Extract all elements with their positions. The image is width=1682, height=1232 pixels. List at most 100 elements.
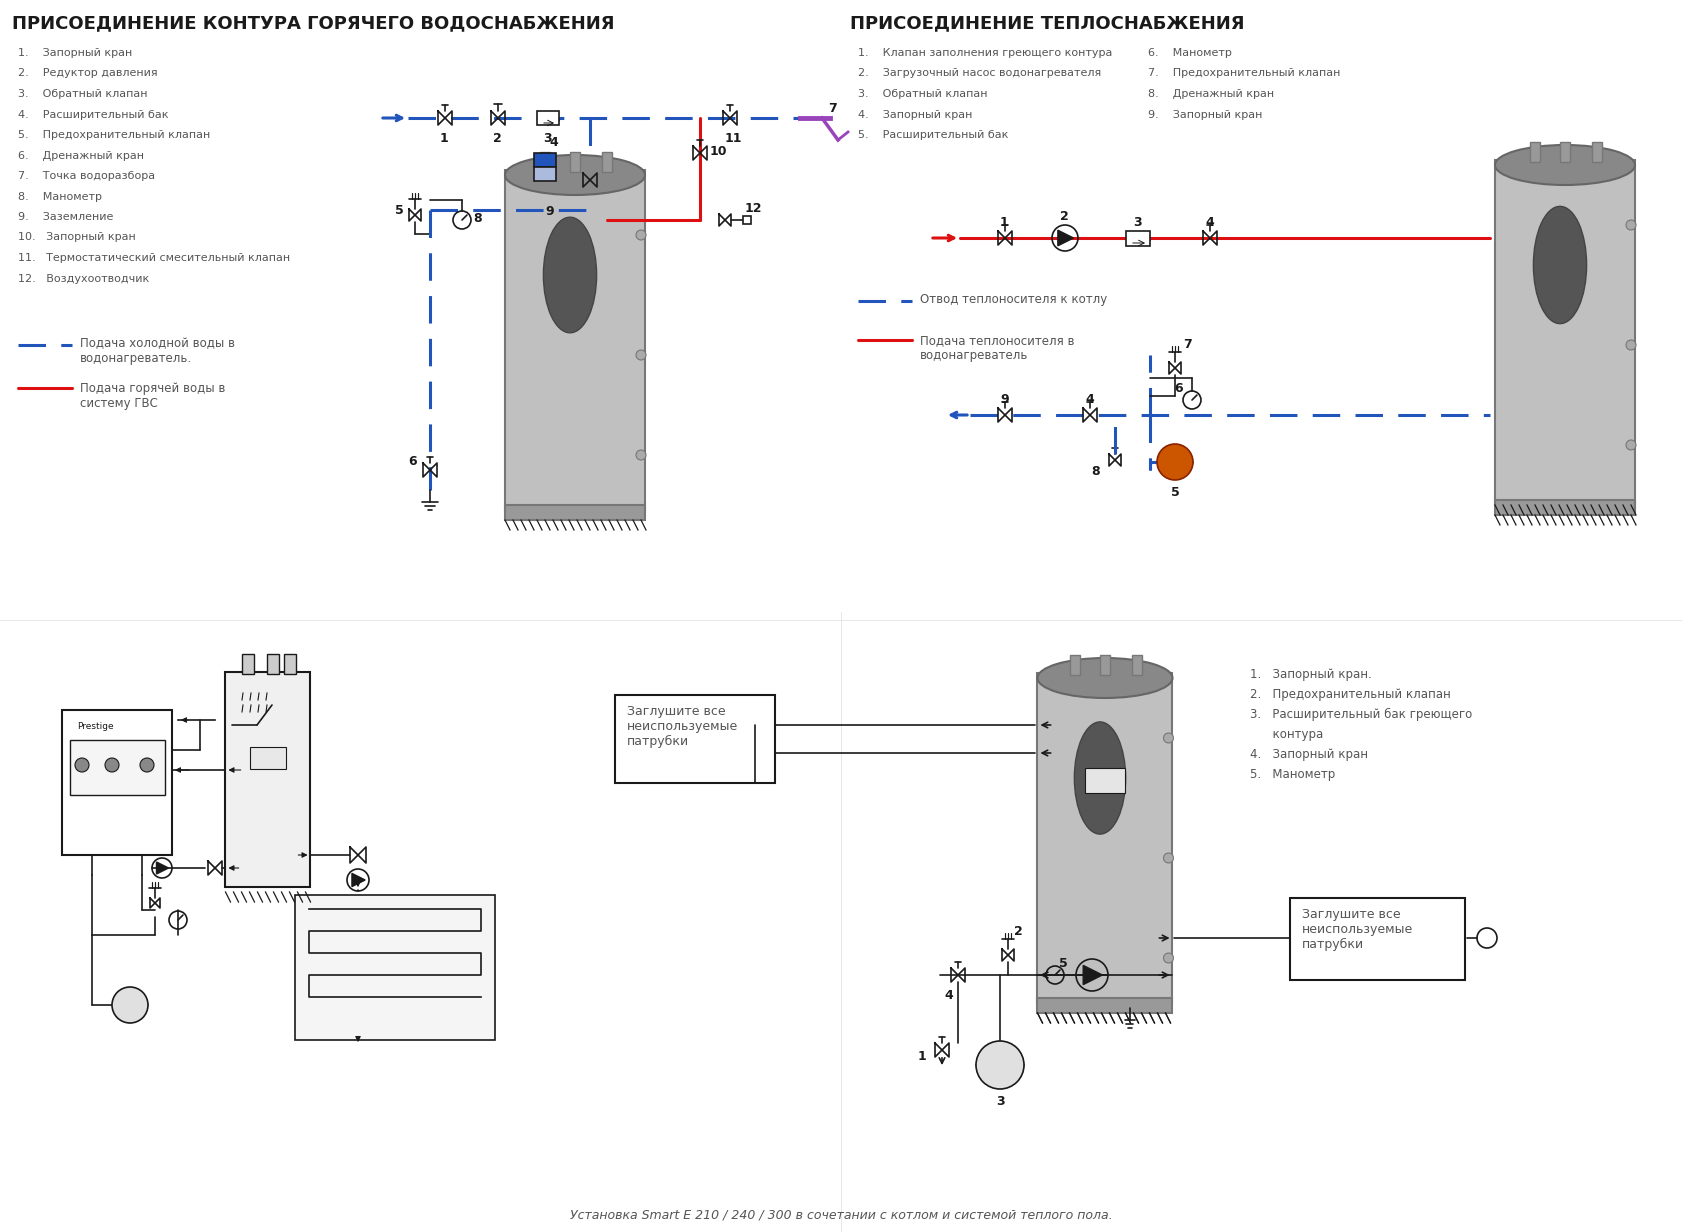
Text: 4.    Расширительный бак: 4. Расширительный бак	[19, 110, 168, 120]
Bar	[1591, 142, 1601, 161]
Ellipse shape	[543, 217, 597, 333]
Circle shape	[1164, 954, 1174, 963]
Text: 5: 5	[1060, 957, 1068, 970]
Polygon shape	[1058, 230, 1073, 246]
Text: 8.    Манометр: 8. Манометр	[19, 191, 103, 202]
Text: 4: 4	[548, 136, 558, 149]
Text: 1: 1	[1001, 216, 1009, 229]
Bar	[602, 152, 612, 172]
Bar	[743, 216, 750, 224]
Text: 3: 3	[543, 132, 552, 145]
Bar	[1100, 655, 1110, 675]
Text: Подача горячей воды в
систему ГВС: Подача горячей воды в систему ГВС	[81, 382, 225, 410]
Text: ПРИСОЕДИНЕНИЕ ТЕПЛОСНАБЖЕНИЯ: ПРИСОЕДИНЕНИЕ ТЕПЛОСНАБЖЕНИЯ	[849, 14, 1245, 32]
Circle shape	[636, 350, 646, 360]
Bar	[294, 894, 495, 1040]
Text: 2.    Загрузочный насос водонагревателя: 2. Загрузочный насос водонагревателя	[858, 69, 1102, 79]
Bar	[570, 152, 580, 172]
Text: 2: 2	[1060, 209, 1068, 223]
Text: 7.    Точка водоразбора: 7. Точка водоразбора	[19, 171, 155, 181]
Text: 8.    Дренажный кран: 8. Дренажный кран	[1149, 89, 1275, 99]
Text: 6.    Манометр: 6. Манометр	[1149, 48, 1231, 58]
Text: 4.   Запорный кран: 4. Запорный кран	[1250, 748, 1367, 761]
Text: 6: 6	[1174, 382, 1182, 395]
Text: Подача теплоносителя в
водонагреватель: Подача теплоносителя в водонагреватель	[920, 334, 1075, 362]
Text: 4.    Запорный кран: 4. Запорный кран	[858, 110, 972, 120]
Bar	[1038, 673, 1172, 1003]
Bar	[533, 168, 557, 181]
Text: 7: 7	[1182, 338, 1193, 351]
Polygon shape	[156, 862, 168, 873]
Text: Prestige: Prestige	[77, 722, 114, 731]
Text: 5.    Расширительный бак: 5. Расширительный бак	[858, 131, 1009, 140]
Text: 4: 4	[944, 989, 952, 1002]
Text: 9: 9	[545, 205, 553, 218]
Text: Подача холодной воды в
водонагреватель.: Подача холодной воды в водонагреватель.	[81, 338, 235, 365]
Polygon shape	[352, 873, 365, 887]
Text: 7.    Предохранительный клапан: 7. Предохранительный клапан	[1149, 69, 1341, 79]
Text: 3: 3	[996, 1095, 1004, 1108]
Text: 1.    Запорный кран: 1. Запорный кран	[19, 48, 133, 58]
Text: 7: 7	[828, 102, 836, 115]
Text: 5: 5	[1171, 485, 1179, 499]
Bar	[1559, 142, 1569, 161]
Text: Отвод теплоносителя к котлу: Отвод теплоносителя к котлу	[920, 293, 1107, 306]
Text: 6: 6	[409, 455, 417, 468]
Text: SMI: SMI	[1093, 772, 1108, 782]
Text: 10.   Запорный кран: 10. Запорный кран	[19, 233, 136, 243]
Text: 5: 5	[395, 205, 404, 217]
Bar	[71, 740, 165, 795]
Text: 1: 1	[918, 1050, 927, 1063]
Bar	[242, 654, 254, 674]
Circle shape	[1157, 444, 1193, 480]
Bar	[537, 111, 558, 124]
Text: 2: 2	[1014, 925, 1023, 938]
Bar	[1038, 998, 1172, 1013]
Text: 2.    Редуктор давления: 2. Редуктор давления	[19, 69, 158, 79]
Circle shape	[113, 987, 148, 1023]
Text: 12: 12	[745, 202, 762, 216]
Bar	[505, 170, 644, 510]
Text: 10: 10	[710, 145, 728, 158]
Circle shape	[1626, 221, 1637, 230]
Bar	[505, 505, 644, 520]
Bar	[267, 654, 279, 674]
Bar	[1531, 142, 1541, 161]
Bar	[533, 153, 557, 168]
Text: ПРИСОЕДИНЕНИЕ КОНТУРА ГОРЯЧЕГО ВОДОСНАБЖЕНИЯ: ПРИСОЕДИНЕНИЕ КОНТУРА ГОРЯЧЕГО ВОДОСНАБЖ…	[12, 14, 614, 32]
Circle shape	[104, 758, 119, 772]
Text: 11.   Термостатический смесительный клапан: 11. Термостатический смесительный клапан	[19, 253, 289, 262]
Ellipse shape	[1495, 145, 1635, 185]
Text: 3.   Расширительный бак греющего: 3. Расширительный бак греющего	[1250, 708, 1472, 721]
Text: контура: контура	[1250, 728, 1324, 740]
Circle shape	[76, 758, 89, 772]
Text: Установка Smart E 210 / 240 / 300 в сочетании с котлом и системой теплого пола.: Установка Smart E 210 / 240 / 300 в соче…	[570, 1209, 1112, 1221]
Text: 11: 11	[725, 132, 742, 145]
Text: 2: 2	[493, 132, 501, 145]
Text: 8: 8	[473, 212, 481, 225]
Text: 3.    Обратный клапан: 3. Обратный клапан	[858, 89, 987, 99]
Bar	[1070, 655, 1080, 675]
Bar	[1290, 898, 1465, 979]
Circle shape	[976, 1041, 1024, 1089]
Text: 4: 4	[1085, 393, 1093, 407]
Bar	[62, 710, 172, 855]
Bar	[616, 695, 775, 784]
Bar	[1495, 160, 1635, 505]
Circle shape	[1626, 340, 1637, 350]
Circle shape	[1626, 440, 1637, 450]
Text: 3.    Обратный клапан: 3. Обратный клапан	[19, 89, 148, 99]
Text: 5.    Предохранительный клапан: 5. Предохранительный клапан	[19, 131, 210, 140]
Text: 1.    Клапан заполнения греющего контура: 1. Клапан заполнения греющего контура	[858, 48, 1112, 58]
Bar	[540, 152, 550, 172]
Circle shape	[140, 758, 155, 772]
Bar	[1132, 655, 1142, 675]
Ellipse shape	[1534, 206, 1586, 324]
Ellipse shape	[505, 155, 644, 195]
Text: 9.    Запорный кран: 9. Запорный кран	[1149, 110, 1263, 120]
Text: Заглушите все
неиспользуемые
патрубки: Заглушите все неиспользуемые патрубки	[1302, 908, 1413, 951]
Text: 1: 1	[441, 132, 449, 145]
Circle shape	[1164, 853, 1174, 862]
Text: 6.    Дренажный кран: 6. Дренажный кран	[19, 150, 145, 160]
Text: 2.   Предохранительный клапан: 2. Предохранительный клапан	[1250, 687, 1452, 701]
